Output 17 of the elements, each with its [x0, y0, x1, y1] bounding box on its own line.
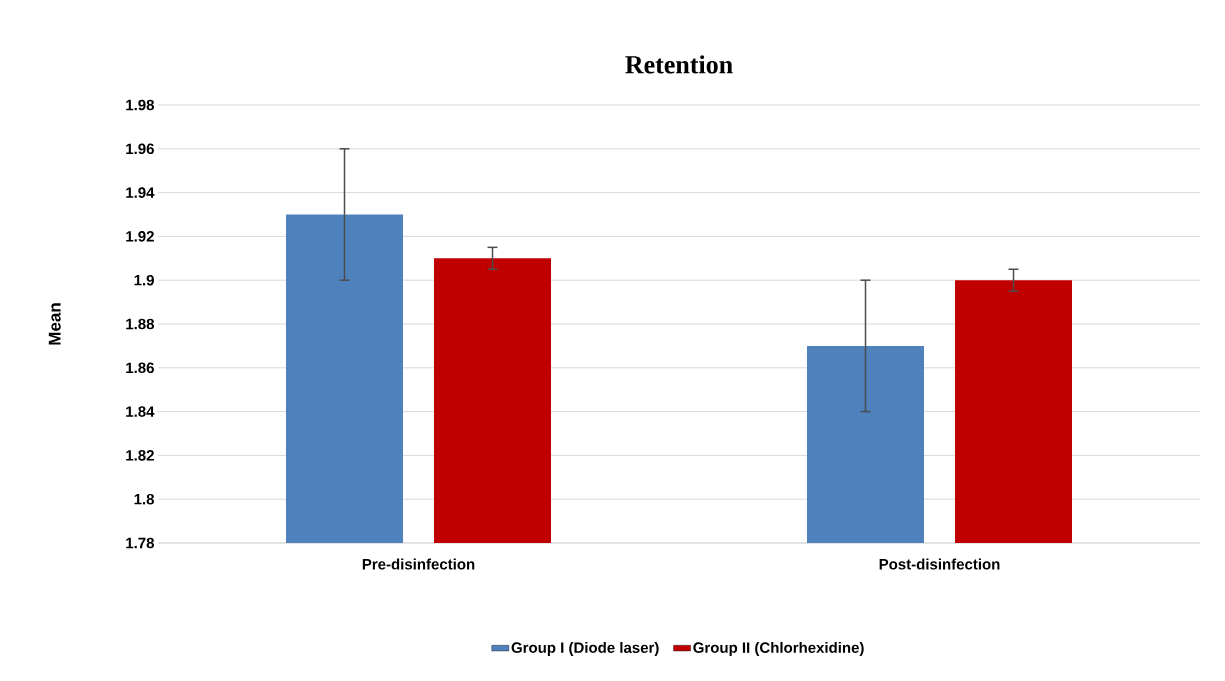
y-tick-label: 1.96 — [126, 143, 154, 155]
y-tick-label: 1.98 — [126, 99, 155, 111]
x-tick-label: Pre-disinfection — [362, 558, 475, 570]
y-tick-label: 1.78 — [126, 537, 155, 549]
legend-label: Group I (Diode laser) — [511, 641, 659, 656]
y-tick-label: 1.8 — [134, 493, 155, 505]
legend-label: Group II (Chlorhexidine) — [693, 641, 864, 656]
y-tick-label: 1.88 — [126, 318, 155, 330]
y-tick-label: 1.9 — [134, 274, 154, 286]
y-tick-label: 1.94 — [126, 187, 155, 198]
y-tick-label: 1.86 — [126, 362, 154, 374]
chart-title: Retention — [625, 55, 733, 74]
y-tick-label: 1.92 — [126, 231, 154, 242]
y-tick-label: 1.82 — [126, 450, 154, 461]
y-tick-label: 1.84 — [126, 406, 155, 417]
x-tick-label: Post-disinfection — [879, 558, 1000, 570]
y-axis-title: Mean — [48, 303, 61, 345]
